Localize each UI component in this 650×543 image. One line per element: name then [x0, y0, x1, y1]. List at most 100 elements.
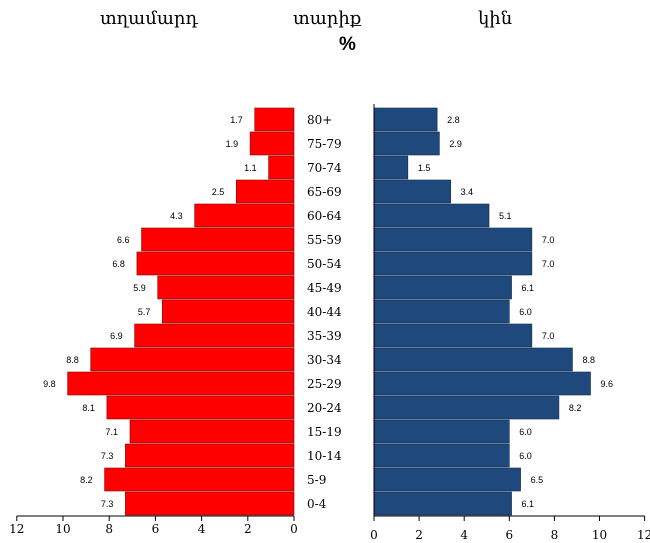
male-value-label: 1.1 — [244, 163, 257, 173]
female-value-label: 7.0 — [542, 259, 555, 269]
female-bar — [373, 443, 510, 468]
male-value-label: 6.9 — [110, 331, 123, 341]
male-tick-label: 8 — [105, 522, 113, 536]
male-value-label: 6.8 — [112, 259, 125, 269]
male-bar — [104, 467, 295, 492]
female-tick-label: 8 — [551, 528, 559, 542]
male-value-label: 2.5 — [212, 187, 225, 197]
male-bar — [90, 347, 295, 372]
female-tick-label: 0 — [370, 528, 378, 542]
male-tick-label: 12 — [9, 522, 24, 536]
age-group-label: 30-34 — [307, 353, 342, 367]
female-value-label: 7.0 — [542, 331, 555, 341]
female-bar — [373, 419, 510, 444]
male-bar — [235, 179, 295, 204]
male-bar — [249, 131, 295, 156]
female-value-label: 5.1 — [499, 211, 512, 221]
age-group-label: 50-54 — [307, 257, 342, 271]
male-value-label: 7.3 — [101, 499, 114, 509]
male-header: տղամարդ — [100, 8, 199, 29]
male-bar — [129, 419, 295, 444]
female-value-label: 6.1 — [522, 499, 535, 509]
female-bar — [373, 347, 573, 372]
female-tick-label: 12 — [637, 528, 650, 542]
male-bar — [106, 395, 295, 420]
male-value-label: 8.1 — [82, 403, 95, 413]
female-tick-label: 10 — [592, 528, 607, 542]
female-value-label: 6.0 — [519, 451, 532, 461]
age-group-label: 35-39 — [307, 329, 342, 343]
female-bar — [373, 275, 512, 300]
unit-label: % — [339, 34, 356, 55]
male-value-label: 7.1 — [105, 427, 118, 437]
male-bar — [125, 443, 295, 468]
age-group-label: 70-74 — [307, 161, 342, 175]
male-value-label: 5.9 — [133, 283, 146, 293]
female-bar — [373, 467, 521, 492]
female-bar — [373, 323, 533, 348]
male-bar — [136, 251, 295, 276]
female-value-label: 8.2 — [569, 403, 582, 413]
female-value-label: 6.5 — [531, 475, 544, 485]
female-value-label: 9.6 — [600, 379, 613, 389]
male-tick-label: 6 — [152, 522, 160, 536]
female-value-label: 3.4 — [461, 187, 474, 197]
male-bar — [125, 491, 295, 516]
age-header: տարիք — [293, 8, 362, 29]
age-group-label: 65-69 — [307, 185, 342, 199]
male-bar — [194, 203, 295, 228]
male-value-label: 9.8 — [43, 379, 56, 389]
female-bar — [373, 107, 438, 132]
female-tick-label: 4 — [460, 528, 468, 542]
male-bar — [254, 107, 295, 132]
age-group-label: 40-44 — [307, 305, 342, 319]
age-group-label: 25-29 — [307, 377, 342, 391]
age-group-label: 75-79 — [307, 137, 342, 151]
age-group-label: 15-19 — [307, 425, 342, 439]
male-bar — [141, 227, 295, 252]
male-tick-label: 0 — [290, 522, 298, 536]
male-value-label: 8.2 — [80, 475, 93, 485]
female-value-label: 1.5 — [418, 163, 431, 173]
age-group-label: 45-49 — [307, 281, 342, 295]
female-value-label: 2.9 — [449, 139, 462, 149]
male-value-label: 5.7 — [138, 307, 151, 317]
female-bar — [373, 491, 512, 516]
female-header: կին — [478, 8, 513, 29]
male-tick-label: 4 — [198, 522, 206, 536]
age-group-label: 60-64 — [307, 209, 342, 223]
age-group-label: 0-4 — [307, 497, 327, 511]
male-bar — [134, 323, 295, 348]
male-value-label: 4.3 — [170, 211, 183, 221]
age-group-label: 10-14 — [307, 449, 342, 463]
female-bar — [373, 131, 440, 156]
male-bar — [162, 299, 295, 324]
female-value-label: 6.0 — [519, 307, 532, 317]
male-value-label: 6.6 — [117, 235, 130, 245]
male-tick-label: 2 — [244, 522, 252, 536]
male-bar — [157, 275, 295, 300]
female-value-label: 6.0 — [519, 427, 532, 437]
male-tick-label: 10 — [55, 522, 70, 536]
male-bar — [268, 155, 295, 180]
female-bar — [373, 371, 591, 396]
age-group-label: 80+ — [307, 113, 332, 127]
female-bar — [373, 203, 490, 228]
female-bar — [373, 155, 409, 180]
female-bar — [373, 395, 560, 420]
male-value-label: 1.7 — [230, 115, 243, 125]
female-bar — [373, 179, 451, 204]
female-value-label: 2.8 — [447, 115, 460, 125]
female-bar — [373, 251, 533, 276]
age-group-label: 5-9 — [307, 473, 326, 487]
age-group-label: 55-59 — [307, 233, 342, 247]
female-bar — [373, 227, 533, 252]
female-value-label: 6.1 — [522, 283, 535, 293]
male-value-label: 7.3 — [101, 451, 114, 461]
male-bar — [67, 371, 295, 396]
age-group-label: 20-24 — [307, 401, 342, 415]
female-tick-label: 2 — [415, 528, 423, 542]
female-bar — [373, 299, 510, 324]
